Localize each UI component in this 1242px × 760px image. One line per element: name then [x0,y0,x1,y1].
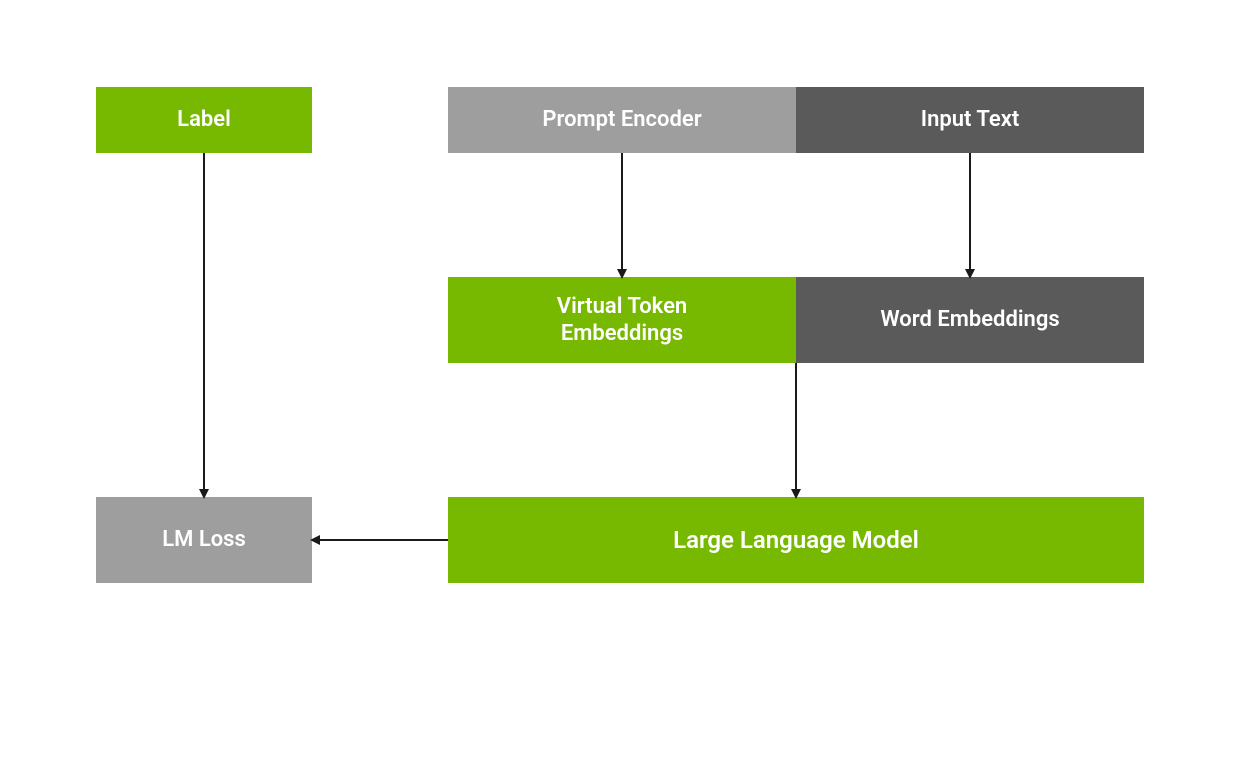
node-prompt-encoder-text: Prompt Encoder [542,106,701,134]
node-large-language-model: Large Language Model [448,497,1144,583]
node-label-text: Label [177,106,231,134]
node-label: Label [96,87,312,153]
node-lm-loss-text: LM Loss [162,526,246,554]
node-virtual-token-embeddings: Virtual TokenEmbeddings [448,277,796,363]
node-virtual-token-text: Virtual TokenEmbeddings [557,293,687,348]
node-word-embeddings-text: Word Embeddings [880,306,1059,334]
node-word-embeddings: Word Embeddings [796,277,1144,363]
node-llm-text: Large Language Model [673,525,919,555]
node-lm-loss: LM Loss [96,497,312,583]
node-input-text-text: Input Text [921,106,1019,134]
node-input-text: Input Text [796,87,1144,153]
node-prompt-encoder: Prompt Encoder [448,87,796,153]
